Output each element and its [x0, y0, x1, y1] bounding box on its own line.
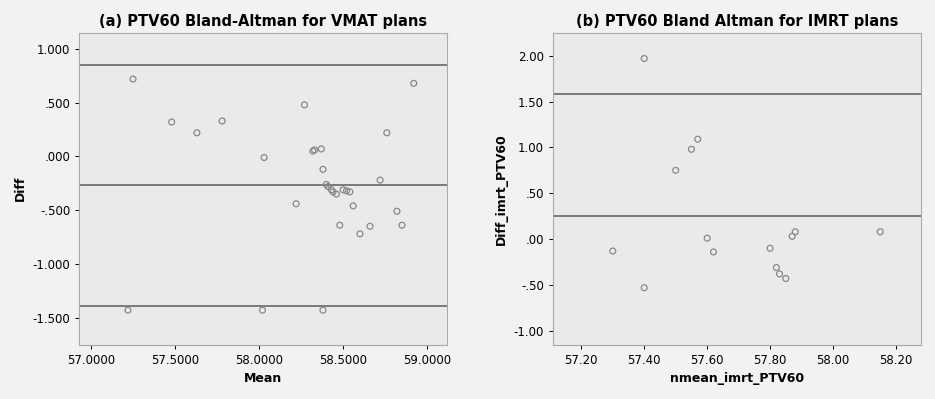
Point	[336, 187, 351, 193]
Point	[215, 118, 230, 124]
Point	[306, 148, 321, 154]
Point	[165, 119, 180, 125]
Point	[772, 271, 787, 277]
Point	[380, 130, 395, 136]
Title: (a) PTV60 Bland-Altman for VMAT plans: (a) PTV60 Bland-Altman for VMAT plans	[99, 14, 427, 29]
Point	[637, 284, 652, 291]
Point	[329, 191, 344, 197]
Point	[255, 307, 270, 313]
Point	[289, 201, 304, 207]
Point	[395, 222, 410, 228]
Point	[778, 275, 793, 282]
Point	[669, 167, 683, 174]
Point	[346, 203, 361, 209]
Point	[324, 187, 338, 193]
Point	[637, 55, 652, 62]
Point	[321, 183, 336, 190]
Point	[332, 222, 347, 228]
Point	[390, 208, 405, 214]
Point	[406, 80, 421, 87]
Point	[788, 229, 803, 235]
Point	[690, 136, 705, 142]
Point	[190, 130, 205, 136]
X-axis label: nmean_imrt_PTV60: nmean_imrt_PTV60	[670, 372, 804, 385]
Point	[315, 166, 330, 172]
Point	[339, 188, 354, 194]
Point	[363, 223, 378, 229]
Point	[872, 229, 887, 235]
Point	[314, 146, 329, 152]
Point	[763, 245, 778, 251]
Point	[121, 307, 136, 313]
Point	[256, 154, 271, 161]
X-axis label: Mean: Mean	[244, 372, 282, 385]
Point	[297, 102, 312, 108]
Y-axis label: Diff_imrt_PTV60: Diff_imrt_PTV60	[495, 133, 508, 245]
Point	[605, 248, 620, 254]
Point	[315, 307, 330, 313]
Point	[342, 189, 357, 195]
Point	[706, 249, 721, 255]
Point	[307, 147, 322, 153]
Y-axis label: Diff: Diff	[14, 176, 27, 201]
Point	[699, 235, 714, 241]
Point	[325, 189, 340, 195]
Point	[769, 264, 784, 271]
Point	[352, 231, 367, 237]
Point	[373, 177, 388, 183]
Point	[784, 233, 799, 239]
Point	[125, 76, 140, 82]
Title: (b) PTV60 Bland Altman for IMRT plans: (b) PTV60 Bland Altman for IMRT plans	[576, 14, 899, 29]
Point	[683, 146, 698, 152]
Point	[319, 181, 334, 188]
